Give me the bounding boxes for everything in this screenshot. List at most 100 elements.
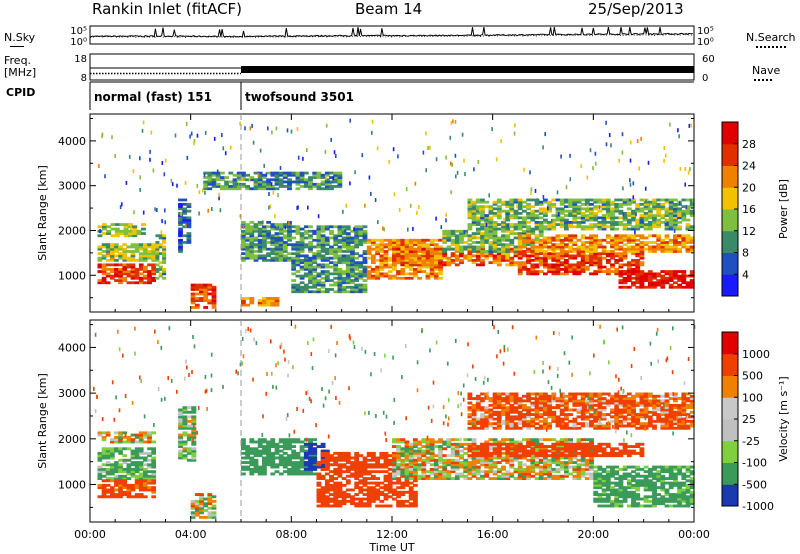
power-heatmap-cell (387, 274, 393, 278)
velocity-heatmap-cell (371, 493, 376, 497)
power-heatmap-cell (396, 241, 401, 244)
power-heatmap-cell (299, 250, 305, 253)
power-heatmap-cell (534, 256, 540, 260)
velocity-heatmap-cell (97, 495, 103, 499)
power-heatmap-cell (484, 200, 490, 204)
power-heatmap-cell (203, 299, 209, 303)
power-heatmap-cell (400, 254, 406, 258)
velocity-heatmap-cell (492, 461, 498, 465)
velocity-heatmap-cell (241, 465, 246, 469)
velocity-heatmap-cell (408, 477, 414, 481)
velocity-heatmap-cell (475, 445, 481, 449)
velocity-heatmap-cell (513, 467, 519, 471)
velocity-heatmap-cell (130, 451, 136, 455)
velocity-heatmap-cell (350, 497, 355, 501)
velocity-heatmap-cell (118, 493, 123, 497)
power-heatmap-cell (413, 258, 418, 262)
power-heatmap-cell (626, 250, 632, 253)
velocity-heatmap-cell (287, 470, 292, 474)
power-heatmap-cell (354, 232, 360, 235)
power-heatmap-cell (442, 234, 448, 238)
power-heatmap-cell (282, 185, 288, 188)
velocity-heatmap-cell (517, 449, 523, 453)
power-heatmap-cell (299, 261, 305, 265)
power-heatmap-cell (601, 214, 607, 217)
velocity-heatmap-cell (404, 465, 410, 469)
power-heatmap-cell (329, 185, 334, 188)
power-heatmap-speck (185, 223, 187, 228)
power-heatmap-cell (622, 263, 628, 267)
velocity-heatmap-cell (211, 495, 217, 499)
power-heatmap-cell (664, 207, 670, 211)
velocity-heatmap-cell (262, 447, 267, 451)
velocity-heatmap-cell (354, 465, 360, 469)
power-heatmap-cell (647, 250, 653, 253)
power-heatmap-speck (383, 227, 385, 232)
power-heatmap-cell (626, 223, 632, 226)
velocity-heatmap-cell (421, 477, 427, 481)
power-heatmap-cell (299, 243, 305, 247)
velocity-heatmap-cell (492, 463, 498, 467)
power-heatmap-cell (517, 247, 523, 251)
power-heatmap-cell (475, 256, 481, 260)
power-heatmap-cell (593, 272, 599, 276)
velocity-heatmap-cell (454, 467, 460, 471)
velocity-heatmap-cell (308, 470, 313, 474)
power-heatmap-cell (543, 265, 548, 269)
power-heatmap-cell (236, 173, 242, 177)
power-heatmap-cell (262, 225, 267, 229)
velocity-heatmap-cell (274, 456, 280, 460)
velocity-heatmap-cell (362, 458, 368, 462)
power-heatmap-cell (232, 178, 238, 182)
power-heatmap-cell (652, 281, 657, 285)
velocity-heatmap-cell (450, 461, 456, 465)
power-heatmap-cell (538, 220, 544, 224)
power-heatmap-cell (652, 214, 657, 217)
velocity-heatmap-cell (396, 440, 401, 444)
power-heatmap-speck (349, 118, 351, 123)
power-heatmap-cell (463, 245, 469, 249)
velocity-heatmap-cell (509, 456, 515, 460)
power-heatmap-cell (253, 258, 259, 262)
power-heatmap-cell (534, 250, 540, 253)
power-heatmap-cell (526, 227, 531, 231)
power-heatmap-speck (592, 166, 594, 171)
power-heatmap-cell (333, 247, 339, 251)
power-heatmap-cell (475, 218, 481, 222)
power-heatmap-cell (245, 297, 250, 300)
power-heatmap-cell (668, 205, 674, 209)
velocity-heatmap-cell (480, 445, 485, 449)
power-heatmap-cell (266, 232, 271, 235)
power-heatmap-cell (199, 283, 204, 287)
velocity-heatmap-cell (538, 477, 544, 481)
power-heatmap-speck (589, 148, 592, 153)
power-heatmap-cell (333, 241, 339, 244)
power-heatmap-cell (501, 238, 506, 242)
power-heatmap-cell (568, 209, 573, 213)
power-heatmap-cell (459, 229, 464, 233)
power-heatmap-cell (517, 261, 523, 265)
power-heatmap-cell (282, 254, 288, 258)
power-heatmap-speck (216, 169, 219, 174)
power-heatmap-cell (262, 176, 267, 179)
velocity-heatmap-cell (568, 451, 573, 455)
power-heatmap-cell (480, 234, 485, 238)
velocity-heatmap-cell (134, 495, 140, 499)
velocity-heatmap-cell (555, 451, 561, 455)
power-heatmap-cell (538, 209, 544, 213)
power-heatmap-cell (245, 223, 250, 226)
velocity-heatmap-cell (383, 488, 389, 492)
velocity-heatmap-cell (257, 451, 263, 455)
velocity-heatmap-cell (589, 447, 594, 451)
power-heatmap-speck (325, 123, 328, 128)
velocity-heatmap-cell (341, 477, 347, 481)
velocity-heatmap-cell (282, 440, 288, 444)
power-heatmap-cell (274, 238, 280, 242)
power-heatmap-cell (291, 180, 297, 184)
velocity-heatmap-cell (488, 467, 494, 471)
velocity-heatmap-cell (110, 495, 115, 499)
power-heatmap-cell (178, 250, 183, 253)
velocity-heatmap-cell (199, 497, 204, 501)
power-heatmap-cell (413, 256, 418, 260)
power-heatmap-cell (253, 243, 259, 247)
